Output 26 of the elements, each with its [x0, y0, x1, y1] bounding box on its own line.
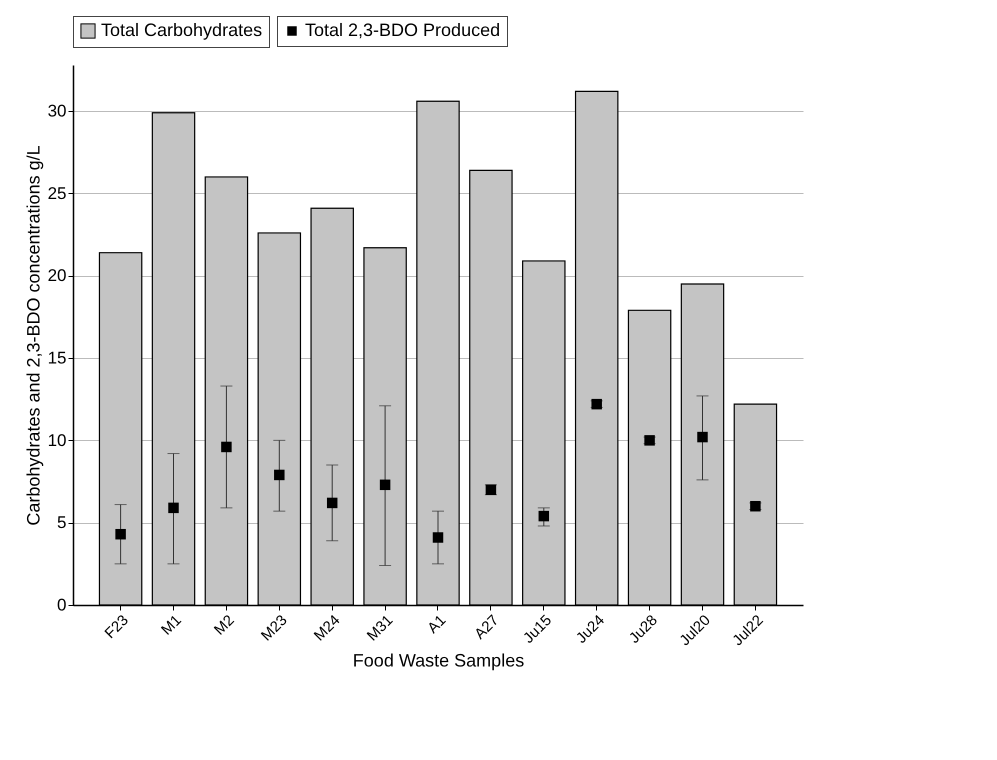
point [538, 510, 550, 522]
x-tick-label: A1 [424, 612, 450, 637]
y-tick-label: 5 [57, 513, 66, 532]
y-tick-label: 25 [48, 184, 66, 203]
y-tick-label: 20 [48, 266, 66, 286]
y-tick-label: 30 [48, 102, 66, 121]
y-tick-label: 0 [57, 596, 66, 614]
x-axis-title: Food Waste Samples [352, 650, 524, 670]
y-axis-title: Carbohydrates and 2,3-BDO concentrations g/L [24, 145, 44, 526]
x-tick-label: M31 [364, 612, 396, 644]
legend-label: Total Carbohydrates [101, 20, 262, 40]
point [115, 528, 126, 540]
point [697, 432, 708, 442]
point [380, 480, 390, 490]
x-tick-label: F23 [102, 612, 132, 642]
x-tick-label: M23 [258, 612, 291, 644]
x-tick-label: M2 [210, 612, 238, 639]
x-tick-label: M1 [158, 612, 185, 639]
point [432, 532, 444, 543]
y-tick-label: 10 [48, 430, 66, 450]
y-tick-label: 15 [48, 348, 66, 368]
legend-label: Total 2,3-BDO Produced [305, 20, 500, 40]
point [326, 498, 338, 508]
point [221, 442, 232, 452]
point [168, 502, 179, 514]
point [274, 470, 285, 480]
